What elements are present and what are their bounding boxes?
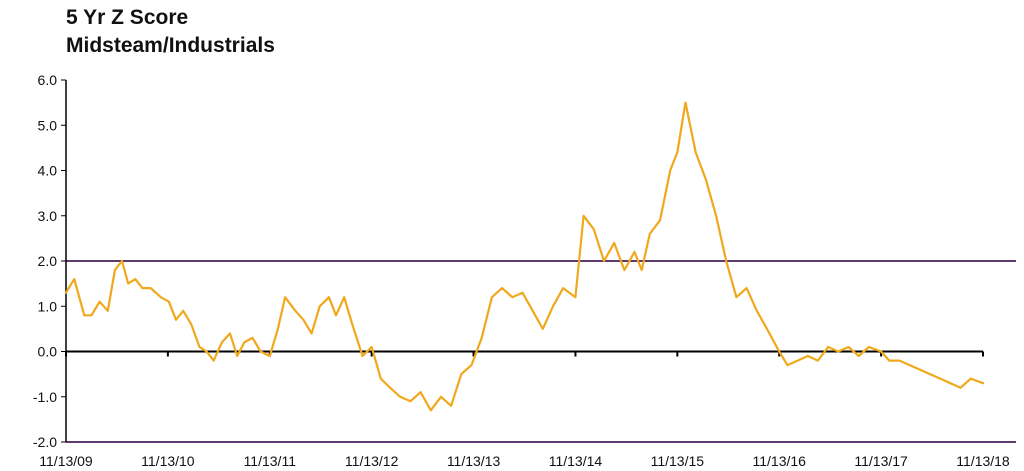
chart-subtitle: Midsteam/Industrials [66,34,275,57]
y-tick-label: 2.0 [38,253,58,269]
x-tick-label: 11/13/10 [141,453,195,469]
y-tick-label: -1.0 [33,389,57,405]
x-tick-label: 11/13/17 [854,453,908,469]
x-tick-label: 11/13/12 [345,453,399,469]
y-tick-label: 3.0 [38,208,58,224]
series-line-1 [64,101,985,412]
x-tick-label: 11/13/14 [549,453,603,469]
x-tick-label: 11/13/16 [752,453,806,469]
x-tick-label: 11/13/11 [244,453,297,469]
x-tick-label: 11/13/13 [447,453,501,469]
y-tick-label: 5.0 [38,117,58,133]
chart-title: 5 Yr Z Score [66,6,189,29]
chart-title-block: 5 Yr Z Score Midsteam/Industrials [66,4,275,60]
y-tick-label: -2.0 [33,434,57,450]
x-tick-label: 11/13/15 [651,453,705,469]
x-tick-label: 11/13/09 [39,453,93,469]
y-tick-label: 6.0 [38,72,58,88]
y-tick-label: 1.0 [38,298,58,314]
x-tick-label: 11/13/18 [956,453,1010,469]
y-tick-label: 0.0 [38,344,58,360]
y-tick-label: 4.0 [38,163,58,179]
